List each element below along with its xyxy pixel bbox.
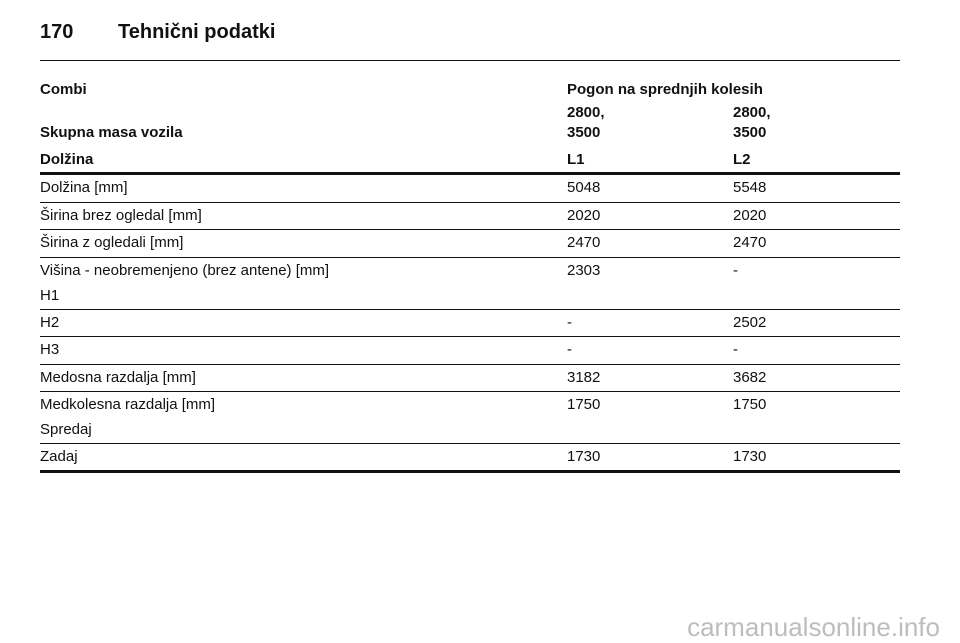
row-label: Spredaj bbox=[40, 421, 92, 438]
row-rule bbox=[40, 201, 900, 203]
cell-value: 1730 bbox=[733, 448, 767, 465]
row-rule bbox=[40, 172, 900, 175]
group-value: Pogon na sprednjih kolesih bbox=[567, 81, 763, 98]
header-rule bbox=[40, 60, 900, 61]
row-label: Višina - neobremenjeno (brez antene) [mm… bbox=[40, 261, 330, 279]
cell-value: - bbox=[567, 341, 572, 358]
row-label: Medosna razdalja [mm] bbox=[40, 368, 196, 386]
cell-value: - bbox=[733, 341, 738, 358]
row-label: H3 bbox=[40, 341, 60, 358]
cell-value: 2470 bbox=[733, 234, 767, 251]
row-label: Zadaj bbox=[40, 448, 78, 465]
watermark: carmanualsonline.info bbox=[687, 612, 940, 642]
row-rule bbox=[40, 443, 900, 444]
cell-value: 5048 bbox=[567, 179, 601, 196]
row-label: Dolžina [mm] bbox=[40, 179, 128, 196]
column-label: Dolžina bbox=[40, 151, 94, 168]
cell-value: 1730 bbox=[567, 448, 601, 465]
row-rule bbox=[40, 391, 900, 392]
cell-value: 2020 bbox=[733, 206, 767, 224]
column-header: L2 bbox=[733, 151, 751, 168]
row-label: Širina brez ogledal [mm] bbox=[40, 206, 202, 224]
mass-label: Skupna masa vozila bbox=[40, 124, 183, 141]
row-rule bbox=[40, 308, 900, 310]
cell-value: 5548 bbox=[733, 179, 767, 196]
column-header: L1 bbox=[567, 151, 585, 168]
row-label: H2 bbox=[40, 313, 60, 331]
cell-value: 2470 bbox=[567, 234, 601, 251]
row-rule bbox=[40, 256, 900, 258]
cell-value: - bbox=[567, 313, 572, 331]
row-rule bbox=[40, 229, 900, 230]
cell-value: 2502 bbox=[733, 313, 767, 331]
row-label: Širina z ogledali [mm] bbox=[40, 234, 184, 251]
mass-value: 3500 bbox=[567, 124, 601, 141]
row-rule bbox=[40, 336, 900, 337]
row-rule bbox=[40, 363, 900, 365]
cell-value: 2303 bbox=[567, 261, 601, 279]
cell-value: 1750 bbox=[733, 396, 767, 413]
cell-value: 3682 bbox=[733, 368, 767, 386]
row-rule bbox=[40, 469, 900, 473]
row-label: H1 bbox=[40, 286, 60, 304]
cell-value: 1750 bbox=[567, 396, 601, 413]
cell-value: 3182 bbox=[567, 368, 601, 386]
cell-value: 2020 bbox=[567, 206, 601, 224]
group-label: Combi bbox=[40, 81, 87, 98]
cell-value: - bbox=[733, 261, 738, 279]
page-number: 170 bbox=[40, 21, 74, 43]
mass-value: 3500 bbox=[733, 124, 767, 141]
mass-value: 2800, bbox=[567, 104, 605, 121]
mass-value: 2800, bbox=[733, 104, 771, 121]
row-label: Medkolesna razdalja [mm] bbox=[40, 396, 216, 413]
page-title: Tehnični podatki bbox=[118, 21, 276, 43]
